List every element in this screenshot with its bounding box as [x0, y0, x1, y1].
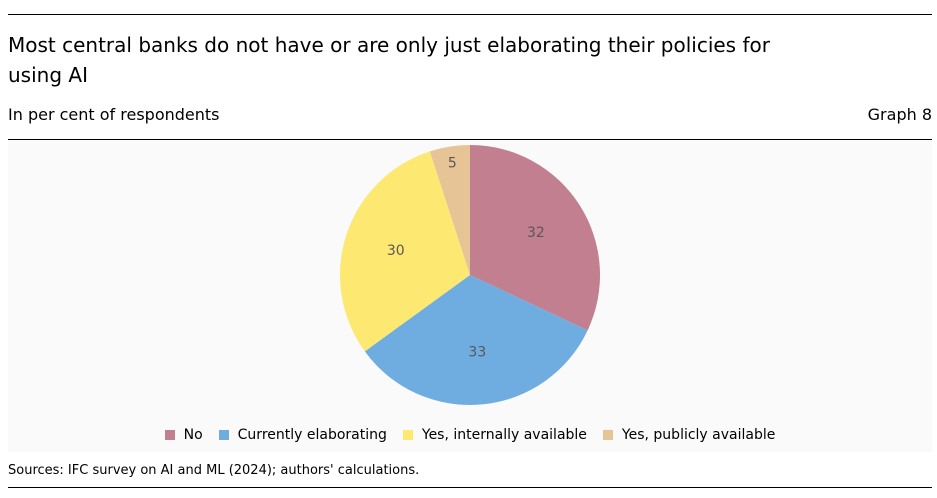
pie-chart: 32 33 30 5 — [340, 145, 600, 405]
bottom-rule — [8, 487, 932, 488]
slice-label-currently-elaborating: 33 — [468, 345, 486, 361]
legend-item-internally-available: Yes, internally available — [402, 427, 587, 443]
graph-number: Graph 8 — [867, 105, 932, 124]
sources-note: Sources: IFC survey on AI and ML (2024);… — [8, 463, 420, 478]
legend-item-currently-elaborating: Currently elaborating — [218, 427, 387, 443]
legend-swatch-no — [164, 430, 175, 440]
header-rule — [8, 139, 932, 140]
legend-swatch-publicly-available — [602, 430, 613, 440]
pie-slice-currently-elaborating — [364, 275, 588, 405]
legend-swatch-internally-available — [402, 430, 413, 440]
legend-item-no: No — [164, 427, 203, 443]
top-rule — [8, 14, 932, 15]
slice-label-no: 32 — [527, 225, 545, 241]
pie-slice-internally-available — [340, 151, 470, 352]
legend-label-no: No — [183, 427, 203, 443]
chart-area: 32 33 30 5 No Currently elaborating Yes, in… — [8, 140, 932, 452]
chart-title: Most central banks do not have or are on… — [8, 33, 770, 87]
legend-label-publicly-available: Yes, publicly available — [621, 427, 776, 443]
slice-label-publicly-available: 5 — [448, 155, 457, 171]
chart-subtitle: In per cent of respondents — [8, 105, 220, 124]
legend-label-currently-elaborating: Currently elaborating — [237, 427, 387, 443]
legend-item-publicly-available: Yes, publicly available — [602, 427, 776, 443]
chart-legend: No Currently elaborating Yes, internally… — [8, 424, 932, 446]
pie-slice-no — [470, 145, 600, 331]
legend-label-internally-available: Yes, internally available — [421, 427, 587, 443]
pie-slice-publicly-available — [429, 145, 470, 275]
slice-label-internally-available: 30 — [387, 243, 405, 259]
legend-swatch-currently-elaborating — [218, 430, 229, 440]
